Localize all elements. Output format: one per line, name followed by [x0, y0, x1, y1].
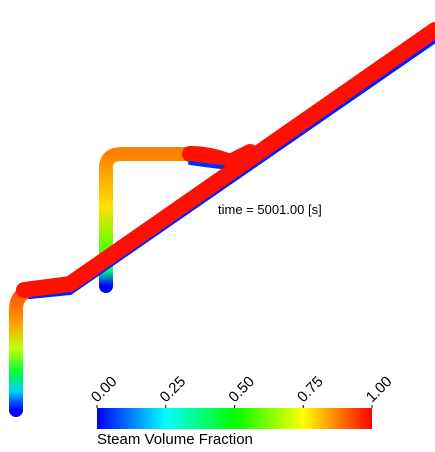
colorbar-title: Steam Volume Fraction: [97, 431, 253, 448]
scene: time = 5001.00 [s] Steam Volume Fraction…: [0, 0, 435, 452]
left-pipe: [16, 286, 68, 410]
time-label: time = 5001.00 [s]: [218, 202, 322, 217]
tick-label: 0.00: [88, 373, 121, 406]
colorbar: [97, 408, 372, 429]
pipes: [16, 30, 435, 410]
tick-label: 0.75: [294, 373, 327, 406]
tick-label: 0.50: [225, 373, 258, 406]
colorbar-ticks: 0.00 0.25 0.50 0.75 1.00: [88, 373, 396, 408]
tick-label: 1.00: [363, 373, 396, 406]
tick-label: 0.25: [157, 373, 190, 406]
